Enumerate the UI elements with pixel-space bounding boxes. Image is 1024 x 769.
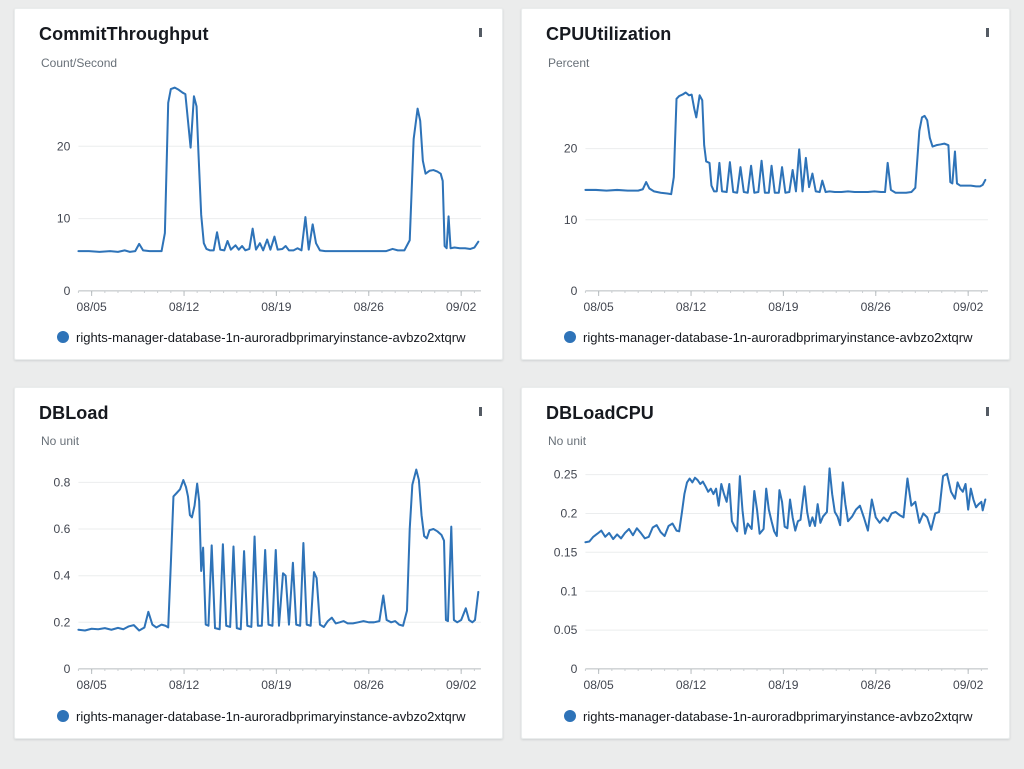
- svg-text:0.4: 0.4: [54, 569, 71, 583]
- svg-text:20: 20: [57, 139, 71, 153]
- legend-color-dot: [57, 710, 69, 723]
- y-axis-unit-label: Percent: [548, 55, 590, 70]
- svg-text:08/05: 08/05: [584, 678, 615, 692]
- svg-text:08/12: 08/12: [676, 300, 707, 314]
- legend-color-dot: [57, 331, 69, 344]
- kebab-menu-icon: [479, 406, 482, 416]
- legend: rights-manager-database-1n-auroradbprima…: [57, 330, 486, 345]
- metric-card-db-load: DBLoad No unit 0 0.2 0.4 0.6 0.8 08/05 08/12 08…: [14, 386, 503, 739]
- svg-text:08/12: 08/12: [676, 678, 707, 692]
- svg-text:08/26: 08/26: [861, 678, 892, 692]
- svg-text:08/12: 08/12: [169, 300, 200, 314]
- svg-text:09/02: 09/02: [446, 300, 477, 314]
- chart-title: CommitThroughput: [39, 24, 209, 44]
- svg-text:10: 10: [564, 212, 578, 226]
- svg-text:09/02: 09/02: [446, 678, 477, 692]
- metric-card-commit-throughput: CommitThroughput Count/Second 0 10 20 08/05…: [14, 8, 503, 360]
- line-chart-db-load-cpu[interactable]: 0 0.05 0.1 0.15 0.2 0.25 08/05 08/12 08/19 08/26 0…: [538, 450, 993, 700]
- metric-card-cpu-utilization: CPUUtilization Percent 0 10 20 08/05 08/12 08…: [521, 8, 1010, 360]
- line-chart-db-load[interactable]: 0 0.2 0.4 0.6 0.8 08/05 08/12 08/19 08/26 09/02: [31, 450, 486, 700]
- svg-text:0.8: 0.8: [54, 476, 71, 490]
- svg-text:0.6: 0.6: [54, 522, 71, 536]
- svg-text:09/02: 09/02: [953, 678, 984, 692]
- card-header: DBLoad: [39, 403, 486, 425]
- kebab-menu-icon: [986, 28, 989, 37]
- svg-text:10: 10: [57, 211, 71, 225]
- line-chart-commit-throughput[interactable]: 0 10 20 08/05 08/12 08/19 08/26 09/02: [31, 72, 486, 322]
- legend: rights-manager-database-1n-auroradbprima…: [564, 709, 993, 724]
- svg-text:0.15: 0.15: [554, 546, 578, 560]
- kebab-menu-button[interactable]: [982, 26, 993, 39]
- svg-text:0.1: 0.1: [561, 585, 578, 599]
- card-header: CommitThroughput: [39, 24, 486, 46]
- svg-text:08/19: 08/19: [261, 678, 292, 692]
- line-chart-cpu-utilization[interactable]: 0 10 20 08/05 08/12 08/19 08/26 09/02: [538, 72, 993, 322]
- svg-text:08/05: 08/05: [77, 678, 108, 692]
- legend-series-label[interactable]: rights-manager-database-1n-auroradbprima…: [583, 329, 973, 345]
- kebab-menu-button[interactable]: [475, 26, 486, 39]
- legend-color-dot: [564, 331, 576, 344]
- metric-card-db-load-cpu: DBLoadCPU No unit 0 0.05 0.1 0.15 0.2 0.25 08/…: [521, 386, 1010, 739]
- y-axis-unit-label: No unit: [548, 434, 587, 449]
- svg-text:0: 0: [571, 284, 578, 298]
- card-header: CPUUtilization: [546, 24, 993, 46]
- svg-text:08/05: 08/05: [77, 300, 108, 314]
- svg-text:08/12: 08/12: [169, 678, 200, 692]
- svg-text:08/26: 08/26: [861, 300, 892, 314]
- legend-color-dot: [564, 710, 576, 723]
- kebab-menu-button[interactable]: [475, 405, 486, 418]
- svg-text:0: 0: [571, 662, 578, 676]
- svg-text:08/26: 08/26: [354, 678, 385, 692]
- svg-text:0: 0: [64, 284, 71, 298]
- svg-text:0.25: 0.25: [554, 468, 578, 482]
- card-header: DBLoadCPU: [546, 403, 993, 425]
- svg-text:08/26: 08/26: [354, 300, 385, 314]
- svg-text:20: 20: [564, 141, 578, 155]
- svg-text:0: 0: [64, 662, 71, 676]
- chart-title: DBLoad: [39, 402, 109, 423]
- legend: rights-manager-database-1n-auroradbprima…: [564, 330, 993, 345]
- legend: rights-manager-database-1n-auroradbprima…: [57, 709, 486, 724]
- svg-text:08/19: 08/19: [768, 678, 799, 692]
- legend-series-label[interactable]: rights-manager-database-1n-auroradbprima…: [76, 708, 466, 724]
- svg-text:0.2: 0.2: [561, 507, 578, 521]
- kebab-menu-icon: [479, 28, 482, 37]
- y-axis-unit-label: No unit: [41, 434, 80, 449]
- chart-title: CPUUtilization: [546, 24, 672, 44]
- svg-text:09/02: 09/02: [953, 300, 984, 314]
- kebab-menu-button[interactable]: [982, 405, 993, 418]
- svg-text:0.2: 0.2: [54, 616, 71, 630]
- svg-text:08/19: 08/19: [768, 300, 799, 314]
- svg-text:08/05: 08/05: [584, 300, 615, 314]
- chart-title: DBLoadCPU: [546, 402, 654, 423]
- svg-text:08/19: 08/19: [261, 300, 292, 314]
- svg-text:0.05: 0.05: [554, 623, 578, 637]
- legend-series-label[interactable]: rights-manager-database-1n-auroradbprima…: [583, 708, 973, 724]
- kebab-menu-icon: [986, 406, 989, 416]
- y-axis-unit-label: Count/Second: [41, 55, 118, 70]
- legend-series-label[interactable]: rights-manager-database-1n-auroradbprima…: [76, 329, 466, 345]
